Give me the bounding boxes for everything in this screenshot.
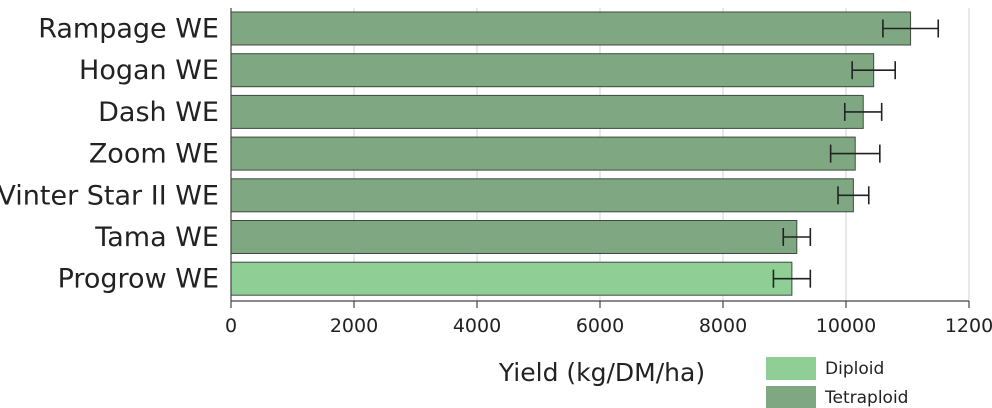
error-bar xyxy=(851,61,897,80)
error-bar xyxy=(782,228,812,246)
bar xyxy=(230,53,875,88)
x-tick-label: 8000 xyxy=(699,315,747,337)
bar xyxy=(230,220,798,254)
error-bar xyxy=(837,186,870,205)
legend-item: Diploid xyxy=(766,357,884,380)
error-bars xyxy=(772,19,940,288)
bar xyxy=(230,94,864,129)
category-label: Rampage WE xyxy=(38,14,219,45)
category-label: Dash WE xyxy=(98,97,219,128)
category-label: Vinter Star II WE xyxy=(0,180,219,211)
x-tick-label: 10000 xyxy=(816,315,876,337)
legend-item: Tetraploid xyxy=(766,386,908,408)
category-label: Progrow WE xyxy=(58,264,219,295)
error-bar xyxy=(882,19,940,38)
bar xyxy=(230,261,793,296)
legend-label: Tetraploid xyxy=(824,388,908,408)
x-tick-label: 2000 xyxy=(330,315,378,337)
bar xyxy=(230,178,854,213)
legend-label: Diploid xyxy=(825,359,884,379)
error-bar xyxy=(772,269,812,288)
x-tick-label: 6000 xyxy=(576,315,624,337)
bar xyxy=(230,136,856,171)
legend-swatch xyxy=(766,386,816,408)
category-label: Zoom WE xyxy=(89,139,219,170)
x-tick-label: 0 xyxy=(225,315,237,337)
x-tick-label: 1200 xyxy=(945,315,992,337)
error-bar xyxy=(829,144,881,163)
category-label: Tama WE xyxy=(94,222,219,253)
x-axis: 0 2000 4000 6000 8000 10000 1200 xyxy=(225,8,992,337)
x-axis-title: Yield (kg/DM/ha) xyxy=(498,358,705,387)
legend: Diploid Tetraploid xyxy=(766,357,908,408)
bars xyxy=(230,11,912,296)
bar xyxy=(230,11,912,46)
category-labels: Rampage WE Hogan WE Dash WE Zoom WE Vinter S… xyxy=(0,14,219,295)
category-label: Hogan WE xyxy=(79,55,219,86)
legend-swatch xyxy=(766,357,816,380)
x-tick-label: 4000 xyxy=(453,315,501,337)
error-bar xyxy=(843,102,883,121)
